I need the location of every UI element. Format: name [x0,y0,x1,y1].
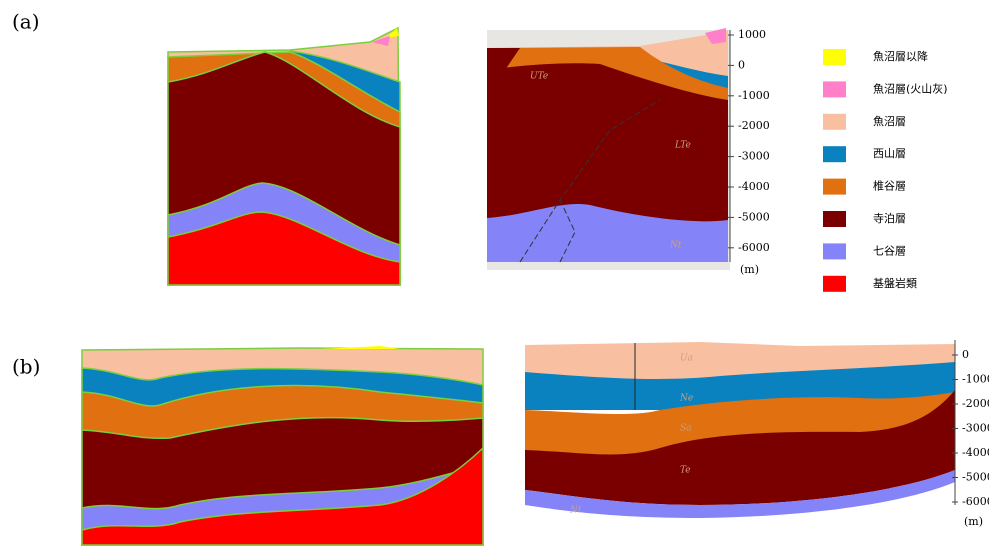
panel-label: (a) [12,10,40,34]
tick-label: -4000 [962,446,989,459]
section-label: Nt [569,506,582,516]
section-label: LTe [674,141,691,151]
axis-unit: (m) [740,263,759,276]
tick-label: -3000 [738,150,770,163]
legend-swatch [823,276,846,292]
section-a-model [168,28,400,285]
tick-label: -2000 [962,397,989,410]
legend-label: 寺泊層 [873,212,906,225]
legend-label: 魚沼層(火山灰) [873,81,948,95]
legend-label: 魚沼層 [873,114,906,128]
tick-label: -2000 [738,119,770,132]
tick-label: 0 [738,58,745,71]
section-b-model [82,346,483,545]
tick-label: -4000 [738,180,770,193]
legend-label: 魚沼層以降 [873,49,928,63]
tick-label: -6000 [962,495,989,508]
section-label: Ne [679,394,693,404]
section-label: Ua [680,354,693,364]
legend-swatch [823,81,846,97]
section-b-scan: Ua Ne Sa Te Nt [525,340,955,518]
depth-axis: 1000 0 -1000 -2000 -3000 -4000 -5000 -6000 (m) [728,28,770,276]
legend-swatch [823,179,846,195]
legend-swatch [823,146,846,162]
section-a-scan: UTe LTe Nt [487,28,730,270]
legend-swatch [823,243,846,259]
tick-label: -5000 [738,210,770,223]
axis-unit: (m) [964,515,983,528]
tick-label: -6000 [738,241,770,254]
legend-swatch [823,114,846,130]
section-label: Sa [680,424,692,434]
legend-swatch [823,49,846,65]
tick-label: 1000 [738,28,766,41]
section-label: UTe [530,72,548,82]
section-label: Te [680,466,691,476]
legend-label: 椎谷層 [873,179,906,193]
legend-label: 西山層 [873,147,906,160]
depth-axis: 0 -1000 -2000 -3000 -4000 -5000 -6000 (m) [952,348,989,528]
tick-label: -3000 [962,422,989,435]
legend-label: 基盤岩類 [873,276,917,290]
figure: (a) (b) UTe LTe Nt 1000 0 -1000 -2000 -3000 -… [0,0,989,546]
section-label: Nt [669,241,682,251]
tick-label: 0 [962,348,969,361]
tick-label: -1000 [962,373,989,386]
tick-label: -1000 [738,89,770,102]
tick-label: -5000 [962,471,989,484]
legend-label: 七谷層 [873,244,906,257]
legend-swatch [823,211,846,227]
panel-label: (b) [12,355,40,379]
